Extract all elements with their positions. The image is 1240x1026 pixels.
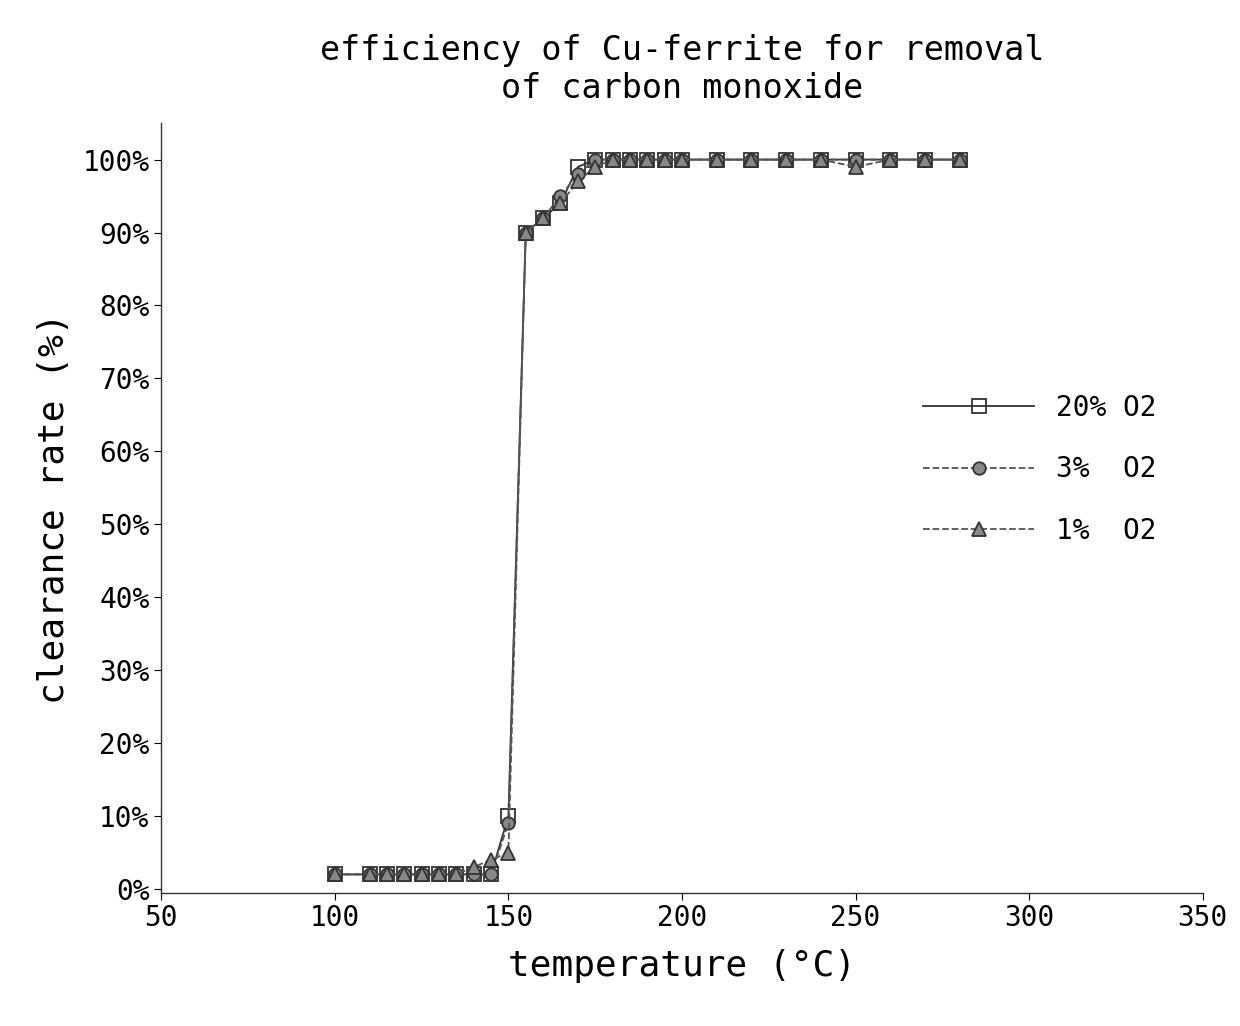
1%  O2 bbox=[397, 868, 412, 880]
3%  O2 bbox=[466, 868, 481, 880]
20% O2 bbox=[744, 154, 759, 166]
1%  O2 bbox=[675, 154, 689, 166]
1%  O2 bbox=[883, 154, 898, 166]
1%  O2 bbox=[432, 868, 446, 880]
20% O2 bbox=[605, 154, 620, 166]
20% O2 bbox=[327, 868, 342, 880]
1%  O2 bbox=[466, 861, 481, 873]
3%  O2 bbox=[484, 868, 498, 880]
20% O2 bbox=[553, 197, 568, 209]
1%  O2 bbox=[484, 854, 498, 866]
1%  O2 bbox=[918, 154, 932, 166]
20% O2 bbox=[484, 868, 498, 880]
1%  O2 bbox=[414, 868, 429, 880]
1%  O2 bbox=[536, 211, 551, 224]
20% O2 bbox=[779, 154, 794, 166]
20% O2 bbox=[657, 154, 672, 166]
1%  O2 bbox=[709, 154, 724, 166]
3%  O2 bbox=[918, 154, 932, 166]
20% O2 bbox=[918, 154, 932, 166]
20% O2 bbox=[952, 154, 967, 166]
3%  O2 bbox=[362, 868, 377, 880]
1%  O2 bbox=[588, 161, 603, 173]
20% O2 bbox=[622, 154, 637, 166]
X-axis label: temperature (°C): temperature (°C) bbox=[508, 949, 856, 983]
Y-axis label: clearance rate (%): clearance rate (%) bbox=[37, 312, 71, 704]
3%  O2 bbox=[553, 190, 568, 202]
3%  O2 bbox=[709, 154, 724, 166]
20% O2 bbox=[675, 154, 689, 166]
3%  O2 bbox=[449, 868, 464, 880]
20% O2 bbox=[501, 810, 516, 822]
3%  O2 bbox=[952, 154, 967, 166]
1%  O2 bbox=[518, 227, 533, 239]
Legend: 20% O2, 3%  O2, 1%  O2: 20% O2, 3% O2, 1% O2 bbox=[913, 383, 1168, 556]
1%  O2 bbox=[362, 868, 377, 880]
1%  O2 bbox=[952, 154, 967, 166]
1%  O2 bbox=[449, 868, 464, 880]
20% O2 bbox=[414, 868, 429, 880]
1%  O2 bbox=[813, 154, 828, 166]
Line: 3%  O2: 3% O2 bbox=[329, 153, 966, 880]
1%  O2 bbox=[779, 154, 794, 166]
1%  O2 bbox=[640, 154, 655, 166]
1%  O2 bbox=[622, 154, 637, 166]
3%  O2 bbox=[640, 154, 655, 166]
3%  O2 bbox=[883, 154, 898, 166]
20% O2 bbox=[640, 154, 655, 166]
3%  O2 bbox=[327, 868, 342, 880]
3%  O2 bbox=[588, 154, 603, 166]
20% O2 bbox=[848, 154, 863, 166]
20% O2 bbox=[518, 227, 533, 239]
3%  O2 bbox=[657, 154, 672, 166]
3%  O2 bbox=[813, 154, 828, 166]
20% O2 bbox=[536, 211, 551, 224]
1%  O2 bbox=[379, 868, 394, 880]
1%  O2 bbox=[657, 154, 672, 166]
20% O2 bbox=[813, 154, 828, 166]
20% O2 bbox=[588, 154, 603, 166]
20% O2 bbox=[432, 868, 446, 880]
3%  O2 bbox=[675, 154, 689, 166]
1%  O2 bbox=[327, 868, 342, 880]
20% O2 bbox=[362, 868, 377, 880]
Title: efficiency of Cu-ferrite for removal
of carbon monoxide: efficiency of Cu-ferrite for removal of … bbox=[320, 34, 1044, 105]
20% O2 bbox=[709, 154, 724, 166]
3%  O2 bbox=[605, 154, 620, 166]
1%  O2 bbox=[570, 175, 585, 188]
3%  O2 bbox=[432, 868, 446, 880]
3%  O2 bbox=[536, 211, 551, 224]
3%  O2 bbox=[518, 227, 533, 239]
3%  O2 bbox=[622, 154, 637, 166]
1%  O2 bbox=[501, 846, 516, 859]
1%  O2 bbox=[605, 154, 620, 166]
20% O2 bbox=[379, 868, 394, 880]
20% O2 bbox=[570, 161, 585, 173]
1%  O2 bbox=[744, 154, 759, 166]
3%  O2 bbox=[379, 868, 394, 880]
20% O2 bbox=[883, 154, 898, 166]
20% O2 bbox=[449, 868, 464, 880]
Line: 1%  O2: 1% O2 bbox=[327, 153, 967, 881]
3%  O2 bbox=[501, 817, 516, 829]
3%  O2 bbox=[397, 868, 412, 880]
20% O2 bbox=[466, 868, 481, 880]
3%  O2 bbox=[570, 168, 585, 181]
1%  O2 bbox=[848, 161, 863, 173]
3%  O2 bbox=[414, 868, 429, 880]
Line: 20% O2: 20% O2 bbox=[327, 153, 967, 881]
3%  O2 bbox=[848, 154, 863, 166]
1%  O2 bbox=[553, 197, 568, 209]
3%  O2 bbox=[779, 154, 794, 166]
20% O2 bbox=[397, 868, 412, 880]
3%  O2 bbox=[744, 154, 759, 166]
